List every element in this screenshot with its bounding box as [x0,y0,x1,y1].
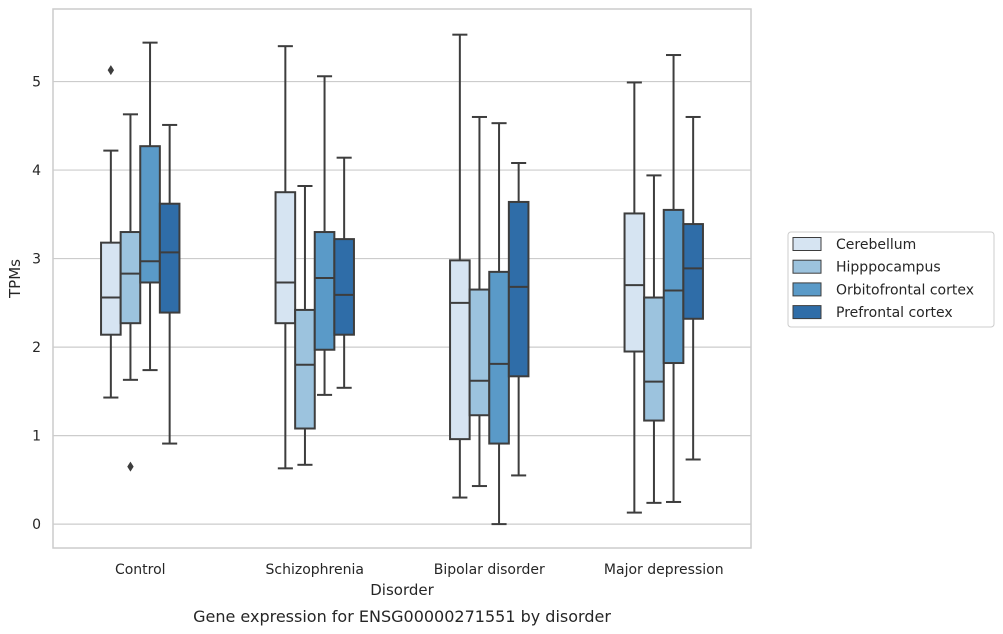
plot-area [100,33,704,526]
figure-caption: Gene expression for ENSG00000271551 by d… [193,607,611,626]
box-iqr [294,308,316,430]
box-iqr [119,231,142,325]
x-tick-label: Major depression [604,562,724,578]
box-iqr [507,200,530,378]
box-iqr [158,202,181,314]
y-axis-ticks: 0 1 2 3 4 5 [32,75,41,534]
x-tick-label: Control [115,562,166,578]
x-axis-ticks: Control Schizophrenia Bipolar disorder Majo… [115,562,724,578]
y-axis-label: TPMs [6,259,24,299]
box-iqr [662,208,685,365]
box-2-0 [449,33,471,499]
box-1-0 [274,45,297,470]
y-tick-label: 3 [32,252,41,268]
box-3-0 [623,81,646,514]
outlier-point [107,65,115,76]
box-0-0 [100,65,122,399]
box-3-2 [662,54,685,503]
legend-label: Prefrontal cortex [836,305,953,321]
box-iqr [274,191,297,325]
legend-box [787,231,995,328]
y-tick-label: 0 [32,517,41,533]
legend-swatch [792,305,822,320]
y-tick-label: 1 [32,429,41,445]
legend-label: Orbitofrontal cortex [836,282,974,298]
legend-swatch [792,282,822,297]
box-0-1 [119,113,142,472]
box-iqr [468,288,491,417]
legend: Cerebellum Hipppocampus Orbitofrontal cort… [787,231,995,328]
box-iqr [100,241,122,336]
box-iqr [333,238,355,336]
box-3-3 [682,115,704,461]
box-iqr [682,223,704,320]
legend-label: Cerebellum [836,237,916,253]
y-tick-label: 5 [32,75,41,91]
box-iqr [313,231,336,351]
box-0-3 [158,123,181,445]
box-2-3 [507,162,530,477]
box-iqr [623,212,646,353]
x-tick-label: Schizophrenia [266,562,364,578]
plot-frame [52,8,752,549]
x-tick-label: Bipolar disorder [434,562,545,578]
legend-swatch [792,237,822,251]
legend-swatch [792,259,822,274]
box-iqr [449,259,471,441]
x-axis-label: Disorder [370,581,434,599]
box-iqr [488,270,510,445]
box-2-1 [468,115,491,488]
y-tick-label: 2 [32,340,41,356]
legend-label: Hipppocampus [836,260,941,276]
y-tick-label: 4 [32,163,41,179]
outlier-point [127,461,134,472]
box-1-1 [294,185,316,466]
box-iqr [643,296,665,422]
box-1-3 [333,156,355,389]
